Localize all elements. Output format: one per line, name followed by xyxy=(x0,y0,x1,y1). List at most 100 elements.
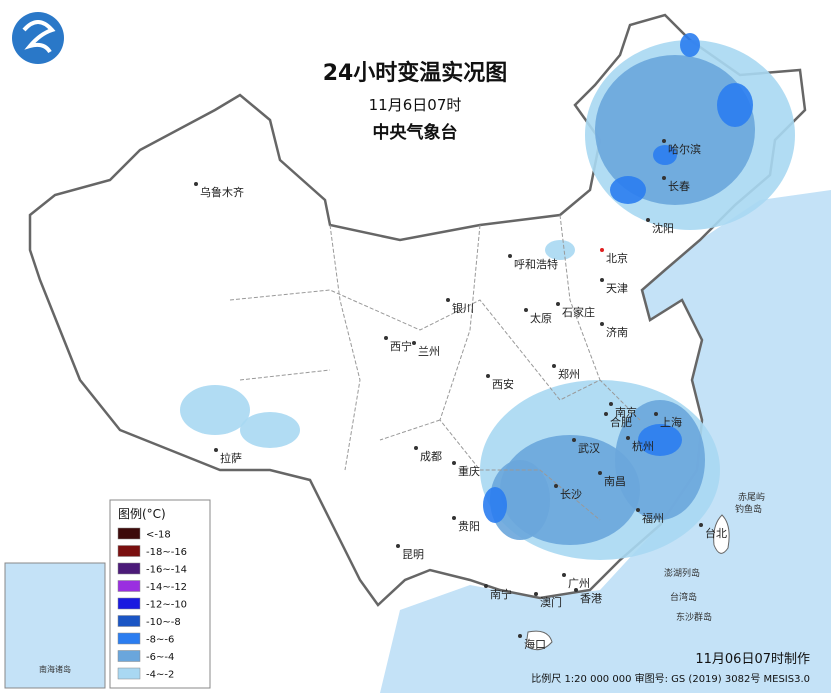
city-dot xyxy=(446,298,450,302)
cold-area xyxy=(545,240,575,260)
legend-swatch xyxy=(117,650,141,662)
city-dot xyxy=(662,176,666,180)
cold-area xyxy=(595,55,755,205)
city-label: 海口 xyxy=(524,637,546,651)
city-dot xyxy=(562,573,566,577)
islands-shape xyxy=(525,514,730,651)
city-dot xyxy=(486,374,490,378)
city-label: 太原 xyxy=(530,312,552,325)
city-dot xyxy=(636,508,640,512)
city-dot xyxy=(484,584,488,588)
city-label: 昆明 xyxy=(402,548,424,561)
legend-swatch xyxy=(117,667,141,680)
legend-label: -8~-6 xyxy=(146,635,174,646)
city-label: 福州 xyxy=(642,511,664,525)
inset-map xyxy=(4,562,106,689)
city-label: 乌鲁木齐 xyxy=(200,185,244,199)
city-label: 郑州 xyxy=(558,367,580,381)
city-dot xyxy=(554,484,558,488)
cold-area xyxy=(610,176,646,204)
legend-label: -12~-10 xyxy=(146,600,187,611)
city-label: 合肥 xyxy=(610,415,632,429)
city-label: 澳门 xyxy=(540,595,562,609)
city-label: 南京 xyxy=(615,405,637,419)
cold-area xyxy=(240,412,300,448)
legend-swatch xyxy=(117,632,141,645)
cold-area xyxy=(615,400,705,520)
city-label: 石家庄 xyxy=(562,305,595,319)
cold-area xyxy=(483,487,507,523)
city-dot xyxy=(609,402,613,406)
city-dot xyxy=(572,438,576,442)
city-label: 成都 xyxy=(420,450,442,463)
agency: 中央气象台 xyxy=(373,122,458,143)
city-dot xyxy=(600,322,604,326)
footer-made: 11月06日07时制作 xyxy=(695,652,810,667)
legend-label: -10~-8 xyxy=(146,617,181,628)
city-dot xyxy=(556,302,560,306)
title: 24小时变温实况图 xyxy=(323,60,508,86)
cold-area xyxy=(717,83,753,127)
city-dot xyxy=(626,436,630,440)
city-label: 西安 xyxy=(492,377,514,391)
city-dot xyxy=(598,471,602,475)
city-dot xyxy=(518,634,522,638)
city-dot xyxy=(699,523,703,527)
cold-area xyxy=(638,424,682,456)
legend-label: -18~-16 xyxy=(146,547,187,558)
city-label: 呼和浩特 xyxy=(514,257,558,271)
logo-mark xyxy=(22,20,56,54)
legend-swatch xyxy=(117,597,141,610)
legend-swatch xyxy=(117,562,141,575)
city-dot xyxy=(646,218,650,222)
city-dot xyxy=(384,336,388,340)
city-label: 沈阳 xyxy=(652,221,674,235)
city-dot xyxy=(604,412,608,416)
legend-swatch xyxy=(117,527,141,540)
sea xyxy=(380,190,831,693)
city-label: 哈尔滨 xyxy=(668,142,701,156)
legend-label: <-18 xyxy=(146,530,171,541)
cold-area xyxy=(180,385,250,435)
city-dot xyxy=(214,448,218,452)
city-dot xyxy=(452,516,456,520)
island-label: 澎湖列岛 xyxy=(664,567,700,579)
legend-swatch xyxy=(117,545,141,557)
island-label: 钓鱼岛 xyxy=(735,503,762,515)
city-label: 北京 xyxy=(606,251,628,265)
legend-label: -4~-2 xyxy=(146,670,174,681)
island-label: 台湾岛 xyxy=(670,591,697,603)
province-borders xyxy=(229,214,641,521)
city-label: 济南 xyxy=(606,325,628,339)
city-label: 西宁 xyxy=(390,339,412,353)
city-dot xyxy=(194,182,198,186)
city-dot xyxy=(600,278,604,282)
cold-area xyxy=(680,33,700,57)
legend-swatch xyxy=(117,615,141,627)
city-dot xyxy=(654,412,658,416)
city-label: 拉萨 xyxy=(220,451,242,465)
city-label: 杭州 xyxy=(632,439,654,453)
city-dot xyxy=(600,248,604,252)
city-dot xyxy=(414,446,418,450)
city-label: 广州 xyxy=(568,577,590,590)
city-dot xyxy=(452,461,456,465)
city-label: 香港 xyxy=(580,592,602,605)
city-label: 天津 xyxy=(606,282,628,295)
legend-title: 图例(°C) xyxy=(118,507,166,521)
island-label: 东沙群岛 xyxy=(676,611,712,623)
city-dot xyxy=(534,592,538,596)
city-dot xyxy=(524,308,528,312)
city-label: 长沙 xyxy=(560,488,582,501)
city-label: 兰州 xyxy=(418,345,440,358)
legend-label: -14~-12 xyxy=(146,582,187,593)
footer-scale: 比例尺 1:20 000 000 审图号: GS (2019) 3082号 ME… xyxy=(531,672,810,685)
city-label: 长春 xyxy=(668,180,690,193)
island-label: 赤尾屿 xyxy=(738,492,765,503)
city-label: 上海 xyxy=(660,415,682,429)
legend-label: -16~-14 xyxy=(146,565,187,576)
cold-area xyxy=(653,145,677,165)
city-label: 南宁 xyxy=(490,587,512,601)
city-dot xyxy=(412,341,416,345)
